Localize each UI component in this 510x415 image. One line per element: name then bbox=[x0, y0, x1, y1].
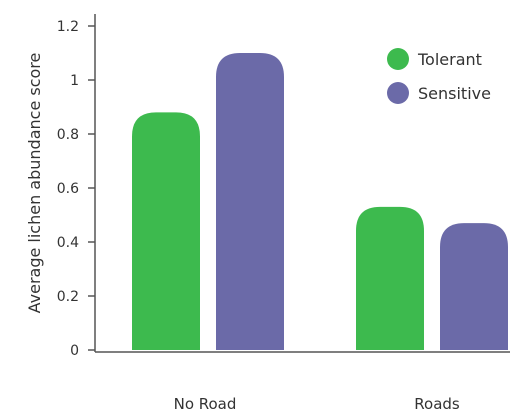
y-tick-label: 0.4 bbox=[57, 235, 79, 251]
x-tick-label: No Road bbox=[174, 395, 237, 413]
legend-marker-tolerant bbox=[387, 48, 409, 70]
legend-label-sensitive: Sensitive bbox=[418, 84, 491, 103]
y-axis-label: Average lichen abundance score bbox=[25, 53, 44, 314]
legend-label-tolerant: Tolerant bbox=[417, 50, 482, 69]
x-tick-label: Roads bbox=[414, 395, 460, 413]
bar-sensitive-no-road bbox=[216, 53, 284, 350]
y-tick-label: 0 bbox=[70, 343, 79, 359]
bar-tolerant-no-road bbox=[132, 112, 200, 351]
y-tick-label: 1 bbox=[70, 73, 79, 89]
bar-sensitive-roads bbox=[440, 223, 508, 350]
y-tick-label: 1.2 bbox=[57, 19, 79, 35]
x-tick-labels: No Road Roads bbox=[174, 395, 460, 413]
y-tick-label: 0.6 bbox=[57, 181, 79, 197]
legend: Tolerant Sensitive bbox=[387, 48, 491, 104]
y-ticks: 0 0.2 0.4 0.6 0.8 1 1.2 bbox=[57, 19, 95, 359]
bars bbox=[132, 53, 508, 351]
bar-tolerant-roads bbox=[356, 206, 424, 350]
legend-marker-sensitive bbox=[387, 82, 409, 104]
y-tick-label: 0.2 bbox=[57, 289, 79, 305]
y-tick-label: 0.8 bbox=[57, 127, 79, 143]
